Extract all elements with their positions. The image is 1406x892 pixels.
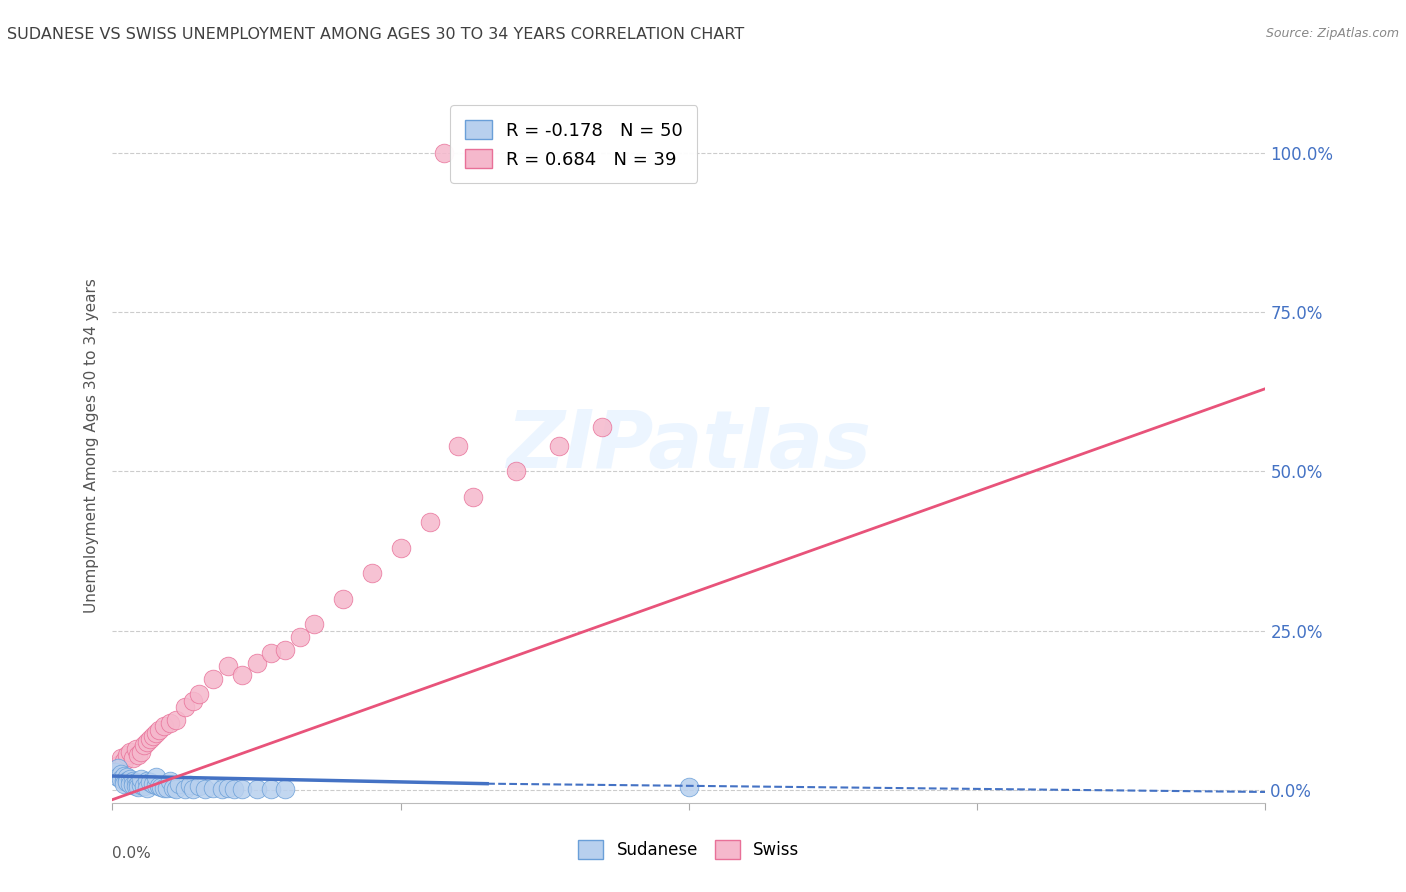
- Point: [304, 617, 326, 632]
- Point: [121, 778, 143, 792]
- Point: [360, 566, 382, 581]
- Point: [142, 777, 165, 791]
- Point: [260, 646, 283, 660]
- Point: [288, 630, 311, 644]
- Point: [107, 761, 129, 775]
- Point: [162, 781, 184, 796]
- Point: [173, 781, 195, 796]
- Point: [181, 694, 204, 708]
- Point: [136, 773, 159, 788]
- Point: [127, 777, 149, 791]
- Point: [217, 781, 239, 796]
- Point: [173, 700, 195, 714]
- Point: [129, 745, 153, 759]
- Point: [124, 779, 146, 793]
- Point: [419, 516, 441, 530]
- Point: [110, 751, 132, 765]
- Point: [136, 735, 159, 749]
- Point: [505, 465, 527, 479]
- Point: [124, 741, 146, 756]
- Point: [231, 668, 253, 682]
- Text: ZIPatlas: ZIPatlas: [506, 407, 872, 485]
- Point: [134, 739, 156, 753]
- Legend: Sudanese, Swiss: Sudanese, Swiss: [572, 834, 806, 866]
- Point: [592, 420, 614, 434]
- Point: [165, 713, 187, 727]
- Point: [112, 769, 135, 783]
- Point: [231, 781, 253, 796]
- Point: [110, 767, 132, 781]
- Point: [115, 773, 138, 788]
- Point: [202, 672, 225, 686]
- Point: [153, 719, 176, 733]
- Y-axis label: Unemployment Among Ages 30 to 34 years: Unemployment Among Ages 30 to 34 years: [83, 278, 98, 614]
- Point: [167, 777, 190, 791]
- Point: [274, 782, 297, 797]
- Point: [134, 779, 156, 793]
- Point: [127, 780, 149, 794]
- Point: [129, 778, 153, 792]
- Point: [118, 777, 141, 791]
- Point: [188, 688, 211, 702]
- Text: 0.0%: 0.0%: [112, 846, 152, 861]
- Point: [211, 781, 233, 796]
- Point: [145, 725, 167, 739]
- Point: [118, 745, 141, 759]
- Point: [153, 780, 176, 795]
- Point: [389, 541, 412, 555]
- Point: [548, 439, 571, 453]
- Point: [246, 782, 269, 797]
- Point: [179, 778, 201, 792]
- Point: [447, 439, 470, 453]
- Point: [110, 772, 132, 786]
- Text: SUDANESE VS SWISS UNEMPLOYMENT AMONG AGES 30 TO 34 YEARS CORRELATION CHART: SUDANESE VS SWISS UNEMPLOYMENT AMONG AGE…: [7, 27, 744, 42]
- Point: [104, 765, 127, 780]
- Point: [115, 747, 138, 762]
- Point: [159, 716, 181, 731]
- Point: [194, 781, 217, 796]
- Point: [139, 775, 162, 789]
- Point: [217, 658, 239, 673]
- Point: [159, 773, 181, 788]
- Point: [121, 751, 143, 765]
- Point: [107, 757, 129, 772]
- Point: [136, 780, 159, 795]
- Point: [202, 780, 225, 795]
- Point: [145, 770, 167, 784]
- Point: [142, 729, 165, 743]
- Point: [145, 778, 167, 792]
- Point: [112, 755, 135, 769]
- Point: [148, 779, 170, 793]
- Point: [165, 781, 187, 796]
- Point: [107, 770, 129, 784]
- Point: [139, 732, 162, 747]
- Point: [222, 782, 245, 797]
- Point: [188, 779, 211, 793]
- Point: [148, 723, 170, 737]
- Point: [124, 775, 146, 789]
- Point: [112, 773, 135, 788]
- Point: [461, 490, 484, 504]
- Point: [260, 782, 283, 797]
- Point: [274, 643, 297, 657]
- Point: [129, 772, 153, 786]
- Point: [115, 775, 138, 789]
- Point: [112, 777, 135, 791]
- Point: [332, 591, 354, 606]
- Point: [246, 656, 269, 670]
- Text: Source: ZipAtlas.com: Source: ZipAtlas.com: [1265, 27, 1399, 40]
- Point: [118, 772, 141, 786]
- Point: [150, 780, 173, 794]
- Point: [156, 781, 179, 796]
- Point: [121, 773, 143, 788]
- Point: [115, 770, 138, 784]
- Point: [433, 145, 456, 160]
- Point: [678, 780, 700, 794]
- Point: [127, 747, 149, 762]
- Point: [181, 781, 204, 796]
